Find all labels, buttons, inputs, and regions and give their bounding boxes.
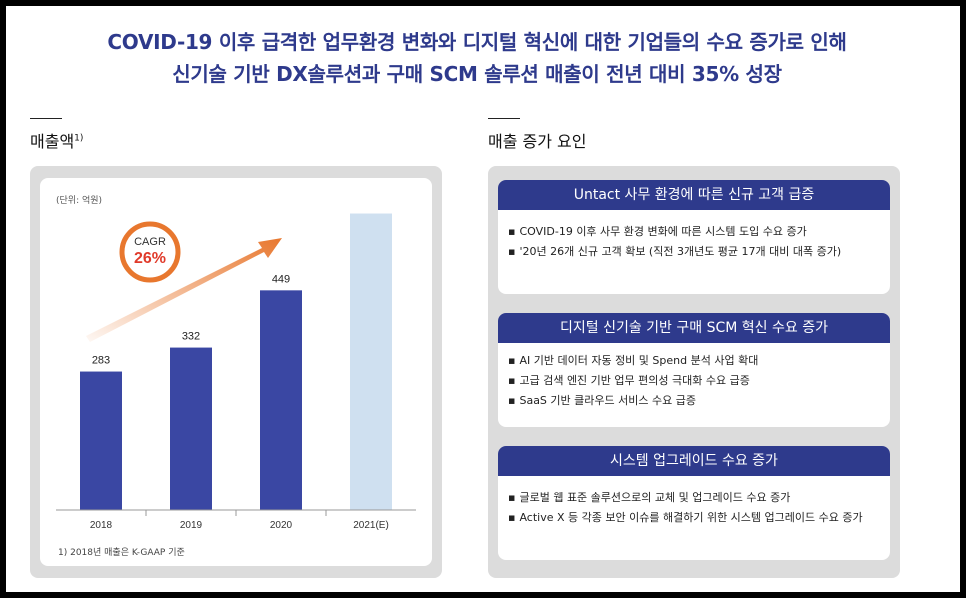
factor-list: 글로벌 웹 표준 솔루션으로의 교체 및 업그레이드 수요 증가 Active …	[508, 488, 863, 528]
x-tick-label: 2018	[90, 520, 113, 531]
x-tick-label: 2020	[270, 520, 293, 531]
cagr-value: 26%	[134, 250, 166, 267]
factor-item: 글로벌 웹 표준 솔루션으로의 교체 및 업그레이드 수요 증가	[508, 488, 863, 508]
bar-value-label: 332	[182, 331, 200, 343]
chart-unit-label: (단위: 억원)	[56, 196, 103, 206]
revenue-title-footnote-mark: 1)	[74, 133, 84, 144]
bar-value-label: 449	[272, 273, 290, 285]
growth-arrow	[86, 238, 282, 342]
x-tick-label: 2019	[180, 520, 203, 531]
cagr-badge: CAGR 26%	[119, 221, 181, 283]
bar-value-label: 283	[92, 355, 110, 367]
factor-item: SaaS 기반 클라우드 서비스 수요 급증	[508, 391, 758, 411]
factor-item: COVID-19 이후 사무 환경 변화에 따른 시스템 도입 수요 증가	[508, 222, 841, 242]
factor-item: Active X 등 각종 보안 이슈를 해결하기 위한 시스템 업그레이드 수…	[508, 508, 862, 528]
factor-item: 고급 검색 엔진 기반 업무 편의성 극대화 수요 급증	[508, 371, 758, 391]
factor-title: Untact 사무 환경에 따른 신규 고객 급증	[498, 180, 890, 210]
left-section-title: 매출액1)	[30, 128, 83, 152]
headline: COVID-19 이후 급격한 업무환경 변화와 디지털 혁신에 대한 기업들의…	[0, 26, 954, 90]
factor-card-untact: Untact 사무 환경에 따른 신규 고객 급증 COVID-19 이후 사무…	[498, 180, 890, 294]
growth-factors-title: 매출 증가 요인	[488, 132, 587, 151]
cagr-label: CAGR	[134, 236, 166, 248]
factor-list: COVID-19 이후 사무 환경 변화에 따른 시스템 도입 수요 증가 '2…	[508, 222, 841, 262]
bar-2021e	[350, 213, 392, 510]
right-section-divider	[488, 118, 520, 119]
bar-2018	[80, 371, 122, 510]
factor-item: '20년 26개 신규 고객 확보 (직전 3개년도 평균 17개 대비 대폭 …	[508, 242, 841, 262]
bar-2020	[260, 290, 302, 510]
factor-title: 시스템 업그레이드 수요 증가	[498, 446, 890, 476]
bar-2019	[170, 347, 212, 510]
factor-list: AI 기반 데이터 자동 정비 및 Spend 분석 사업 확대 고급 검색 엔…	[508, 351, 758, 411]
factor-item: AI 기반 데이터 자동 정비 및 Spend 분석 사업 확대	[508, 351, 758, 371]
factor-title: 디지털 신기술 기반 구매 SCM 혁신 수요 증가	[498, 313, 890, 343]
factor-card-system-upgrade: 시스템 업그레이드 수요 증가 글로벌 웹 표준 솔루션으로의 교체 및 업그레…	[498, 446, 890, 560]
x-tick-label: 2021(E)	[353, 520, 389, 531]
revenue-title: 매출액	[30, 132, 75, 151]
headline-line-2: 신기술 기반 DX솔루션과 구매 SCM 솔루션 매출이 전년 대비 35% 성…	[172, 62, 782, 86]
left-section-divider	[30, 118, 62, 119]
headline-line-1: COVID-19 이후 급격한 업무환경 변화와 디지털 혁신에 대한 기업들의…	[107, 30, 847, 54]
factor-card-digital-scm: 디지털 신기술 기반 구매 SCM 혁신 수요 증가 AI 기반 데이터 자동 …	[498, 313, 890, 427]
chart-footnote: 1) 2018년 매출은 K-GAAP 기준	[58, 548, 185, 558]
